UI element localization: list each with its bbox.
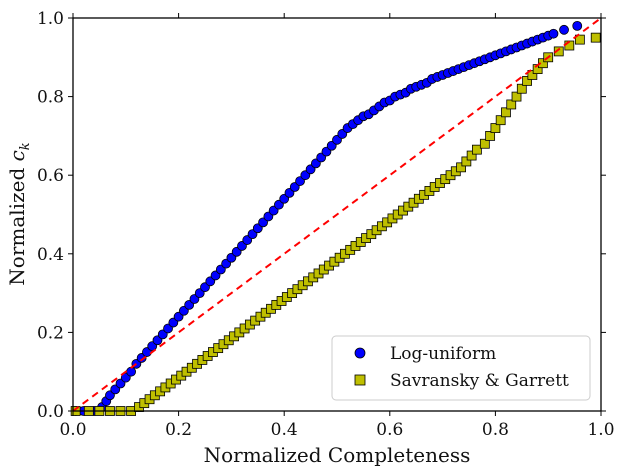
legend-box	[331, 335, 591, 401]
point-savransky-garrett	[501, 107, 511, 118]
point-savransky-garrett	[490, 123, 501, 133]
point-savransky-garrett	[522, 75, 532, 86]
point-savransky-garrett	[495, 115, 506, 126]
point-savransky-garrett	[485, 130, 496, 141]
point-savransky-garrett	[511, 91, 522, 102]
x-axis-label: Normalized Completeness	[204, 443, 471, 467]
y-axis-label-text: Normalized	[5, 161, 29, 285]
y-tick-label: 1.0	[37, 9, 64, 29]
point-savransky-garrett	[461, 156, 472, 167]
y-tick-label: 0.6	[37, 166, 64, 186]
point-log-uniform	[559, 24, 569, 35]
y-tick-label: 0.8	[37, 88, 64, 108]
x-tick-label: 1.0	[587, 420, 614, 440]
reference-line	[72, 17, 602, 412]
y-axis-label-symbol: c	[5, 150, 29, 161]
y-axis-label-subscript: k	[18, 142, 33, 150]
point-savransky-garrett	[590, 32, 601, 43]
point-savransky-garrett	[479, 138, 490, 149]
point-savransky-garrett	[506, 99, 517, 110]
y-tick-label: 0.4	[37, 245, 64, 265]
point-log-uniform	[126, 366, 136, 377]
point-savransky-garrett	[456, 162, 466, 173]
point-savransky-garrett	[472, 144, 482, 155]
legend: Log-uniform Savransky & Garrett	[331, 335, 591, 401]
point-savransky-garrett	[553, 46, 564, 57]
point-log-uniform	[548, 28, 559, 39]
legend-marker-log-uniform	[354, 347, 366, 359]
point-savransky-garrett	[527, 70, 538, 80]
legend-label-savransky-garrett: Savransky & Garrett	[390, 371, 569, 391]
x-tick-label: 0.0	[59, 420, 86, 440]
x-tick-label: 0.2	[165, 420, 192, 440]
y-tick-label: 0.2	[37, 323, 64, 343]
point-savransky-garrett	[538, 58, 548, 69]
point-savransky-garrett	[466, 150, 477, 161]
legend-marker-savransky-garrett	[354, 374, 366, 386]
y-tick-label: 0.0	[37, 402, 64, 422]
y-axis-label: Normalized ck	[5, 142, 33, 286]
legend-label-log-uniform: Log-uniform	[390, 344, 496, 364]
x-tick-label: 0.6	[376, 420, 403, 440]
x-tick-label: 0.8	[482, 420, 509, 440]
point-savransky-garrett	[516, 83, 527, 94]
axes-frame	[72, 17, 602, 412]
point-savransky-garrett	[574, 34, 585, 45]
point-log-uniform	[572, 20, 583, 31]
x-tick-label: 0.4	[271, 420, 298, 440]
axes: 0.0 0.2 0.4 0.6 0.8 1.0 0.0 0.2 0.4 0.6 0.8 1.0	[37, 9, 615, 440]
series-0	[70, 20, 583, 416]
